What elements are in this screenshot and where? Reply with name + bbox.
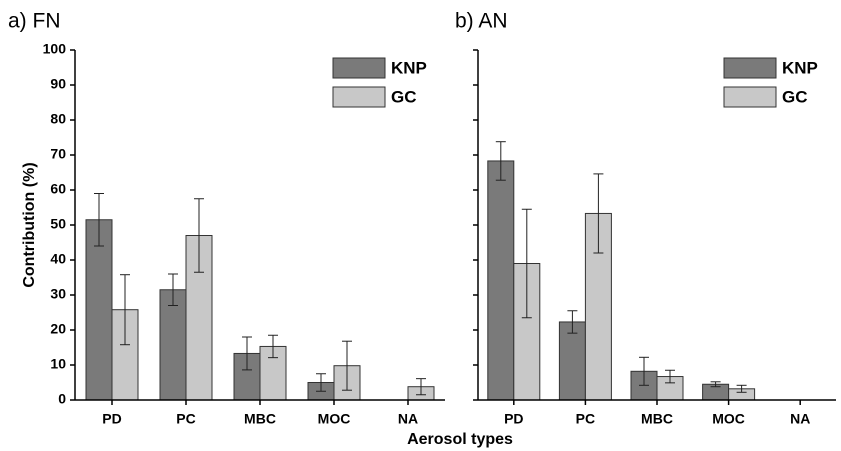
y-tick-label: 80 bbox=[50, 111, 66, 127]
legend-swatch bbox=[332, 57, 386, 79]
y-tick-label: 30 bbox=[50, 286, 66, 302]
y-tick-label: 60 bbox=[50, 181, 66, 197]
x-tick-label: PD bbox=[504, 411, 523, 427]
legend-label: KNP bbox=[782, 58, 818, 77]
x-tick-label: MOC bbox=[712, 411, 745, 427]
x-tick-label: PC bbox=[176, 411, 195, 427]
y-tick-label: 20 bbox=[50, 321, 66, 337]
y-tick-label: 50 bbox=[50, 216, 66, 232]
y-tick-label: 70 bbox=[50, 146, 66, 162]
x-tick-label: MBC bbox=[641, 411, 673, 427]
y-tick-label: 100 bbox=[43, 41, 67, 57]
panel-title: b) AN bbox=[455, 10, 508, 33]
x-tick-label: MBC bbox=[244, 411, 276, 427]
bar bbox=[159, 289, 187, 401]
legend-label: GC bbox=[782, 87, 808, 106]
legend-label: GC bbox=[391, 87, 417, 106]
y-tick-label: 90 bbox=[50, 76, 66, 92]
y-tick-label: 10 bbox=[50, 356, 66, 372]
bar bbox=[85, 219, 113, 401]
legend-swatch bbox=[723, 86, 777, 108]
x-tick-label: NA bbox=[398, 411, 418, 427]
bar bbox=[487, 160, 515, 401]
x-tick-label: PC bbox=[576, 411, 595, 427]
y-tick-label: 0 bbox=[58, 391, 66, 407]
x-axis-label: Aerosol types bbox=[407, 431, 513, 448]
legend-swatch bbox=[332, 86, 386, 108]
legend-swatch bbox=[723, 57, 777, 79]
y-axis-label: Contribution (%) bbox=[21, 162, 38, 287]
x-tick-label: PD bbox=[102, 411, 121, 427]
y-tick-label: 40 bbox=[50, 251, 66, 267]
panel-title: a) FN bbox=[8, 10, 61, 33]
x-tick-label: MOC bbox=[318, 411, 351, 427]
x-tick-label: NA bbox=[790, 411, 810, 427]
legend-label: KNP bbox=[391, 58, 427, 77]
bar bbox=[558, 321, 586, 401]
